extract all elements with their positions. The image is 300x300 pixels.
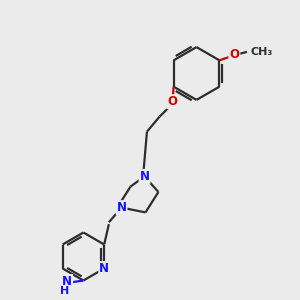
Text: N: N xyxy=(140,170,150,183)
Text: CH₃: CH₃ xyxy=(250,47,273,57)
Text: N: N xyxy=(62,275,72,288)
Text: O: O xyxy=(167,95,177,108)
Text: N: N xyxy=(99,262,109,275)
Text: N: N xyxy=(116,201,127,214)
Text: O: O xyxy=(230,48,239,62)
Text: H: H xyxy=(60,286,69,296)
